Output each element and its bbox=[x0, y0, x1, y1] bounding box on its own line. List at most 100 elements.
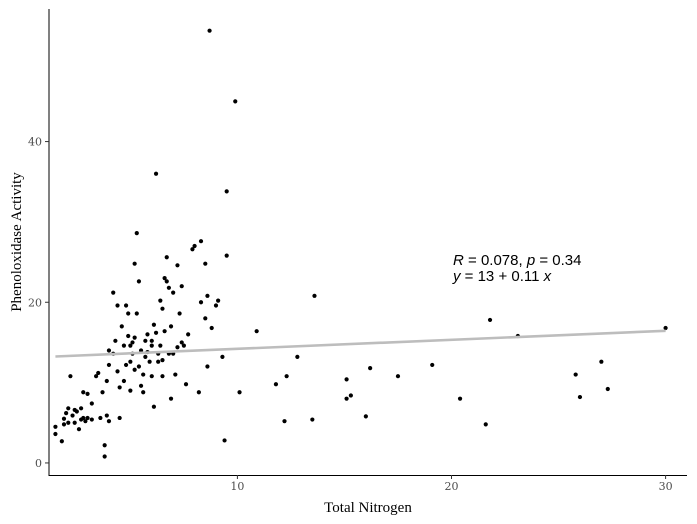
data-point bbox=[171, 290, 176, 295]
data-point bbox=[153, 330, 159, 335]
data-point bbox=[216, 298, 221, 303]
data-point bbox=[224, 189, 229, 194]
data-point bbox=[190, 247, 195, 252]
data-point bbox=[111, 290, 116, 295]
data-point bbox=[198, 300, 204, 305]
data-point bbox=[222, 438, 227, 443]
data-point bbox=[132, 367, 137, 372]
data-point bbox=[68, 374, 73, 379]
data-point bbox=[207, 28, 212, 33]
data-point bbox=[53, 424, 58, 429]
data-point bbox=[164, 255, 169, 260]
data-point bbox=[119, 324, 124, 329]
eq-middle: = 13 + 0.11 bbox=[461, 268, 544, 285]
data-point bbox=[149, 338, 154, 343]
data-point bbox=[205, 364, 210, 369]
data-point bbox=[61, 422, 67, 427]
data-point bbox=[61, 416, 67, 421]
data-point bbox=[295, 354, 300, 359]
data-point bbox=[175, 263, 180, 268]
data-point bbox=[162, 329, 167, 334]
data-point bbox=[156, 359, 161, 364]
data-point bbox=[106, 419, 112, 424]
p-value: = 0.34 bbox=[535, 252, 581, 269]
data-point bbox=[181, 343, 186, 348]
data-point bbox=[59, 439, 64, 444]
data-point bbox=[126, 333, 131, 339]
y-tick-label: 0 bbox=[35, 457, 42, 470]
data-point bbox=[160, 358, 165, 363]
data-point bbox=[237, 390, 242, 395]
data-point bbox=[85, 415, 90, 421]
data-point bbox=[363, 414, 368, 419]
data-point bbox=[663, 325, 668, 331]
data-points bbox=[53, 28, 668, 459]
data-point bbox=[102, 443, 107, 448]
data-point bbox=[173, 372, 178, 377]
data-point bbox=[153, 171, 159, 176]
data-point bbox=[577, 394, 583, 400]
data-point bbox=[64, 411, 69, 416]
data-point bbox=[72, 420, 77, 425]
data-point bbox=[74, 409, 79, 414]
data-point bbox=[310, 417, 315, 422]
data-point bbox=[147, 359, 152, 364]
data-point bbox=[132, 335, 137, 340]
eq-x-symbol: x bbox=[543, 268, 552, 285]
data-point bbox=[66, 406, 71, 411]
data-point bbox=[66, 420, 71, 425]
data-point bbox=[104, 413, 109, 418]
data-point bbox=[121, 343, 127, 348]
y-axis-title: Phenoloxidase Activity bbox=[9, 172, 25, 312]
data-point bbox=[70, 413, 75, 418]
data-point bbox=[136, 364, 142, 369]
data-point bbox=[117, 385, 122, 390]
data-point bbox=[98, 415, 103, 421]
data-point bbox=[100, 390, 105, 395]
p-symbol: p bbox=[526, 252, 535, 269]
data-point bbox=[348, 393, 353, 398]
data-point bbox=[282, 419, 287, 424]
data-point bbox=[487, 317, 493, 323]
data-point bbox=[179, 284, 184, 289]
data-point bbox=[89, 401, 94, 406]
data-point bbox=[89, 417, 94, 422]
data-point bbox=[186, 332, 191, 337]
data-point bbox=[196, 390, 201, 395]
regression-equation: y = 13 + 0.11 x bbox=[452, 268, 552, 285]
data-point bbox=[145, 332, 150, 337]
data-point bbox=[203, 261, 208, 266]
data-point bbox=[102, 454, 107, 459]
data-point bbox=[128, 359, 133, 364]
data-point bbox=[138, 383, 144, 388]
y-tick-label: 20 bbox=[28, 296, 42, 309]
data-point bbox=[106, 348, 112, 353]
data-point bbox=[605, 386, 610, 392]
data-point bbox=[143, 338, 148, 343]
data-point bbox=[117, 415, 122, 421]
data-point bbox=[254, 329, 259, 334]
r-value: = 0.078, bbox=[464, 252, 527, 269]
r-symbol: R bbox=[453, 252, 464, 269]
data-point bbox=[83, 419, 88, 424]
data-point bbox=[115, 369, 120, 374]
data-point bbox=[115, 303, 120, 308]
data-point bbox=[128, 343, 133, 348]
y-tick-label: 40 bbox=[28, 136, 42, 149]
correlation-annotation: R = 0.078, p = 0.34 bbox=[453, 252, 581, 269]
data-point bbox=[143, 354, 148, 359]
data-point bbox=[53, 431, 58, 437]
data-point bbox=[151, 322, 157, 327]
data-point bbox=[224, 253, 229, 258]
data-point bbox=[483, 422, 488, 427]
data-point bbox=[151, 404, 157, 409]
data-point bbox=[123, 303, 129, 308]
data-point bbox=[209, 325, 214, 331]
regression-line bbox=[55, 329, 666, 358]
x-tick-label: 30 bbox=[659, 480, 673, 493]
y-axis-ticks: 0 20 40 bbox=[28, 136, 49, 470]
data-point bbox=[395, 374, 401, 379]
data-point bbox=[220, 354, 225, 359]
data-point bbox=[113, 338, 118, 343]
